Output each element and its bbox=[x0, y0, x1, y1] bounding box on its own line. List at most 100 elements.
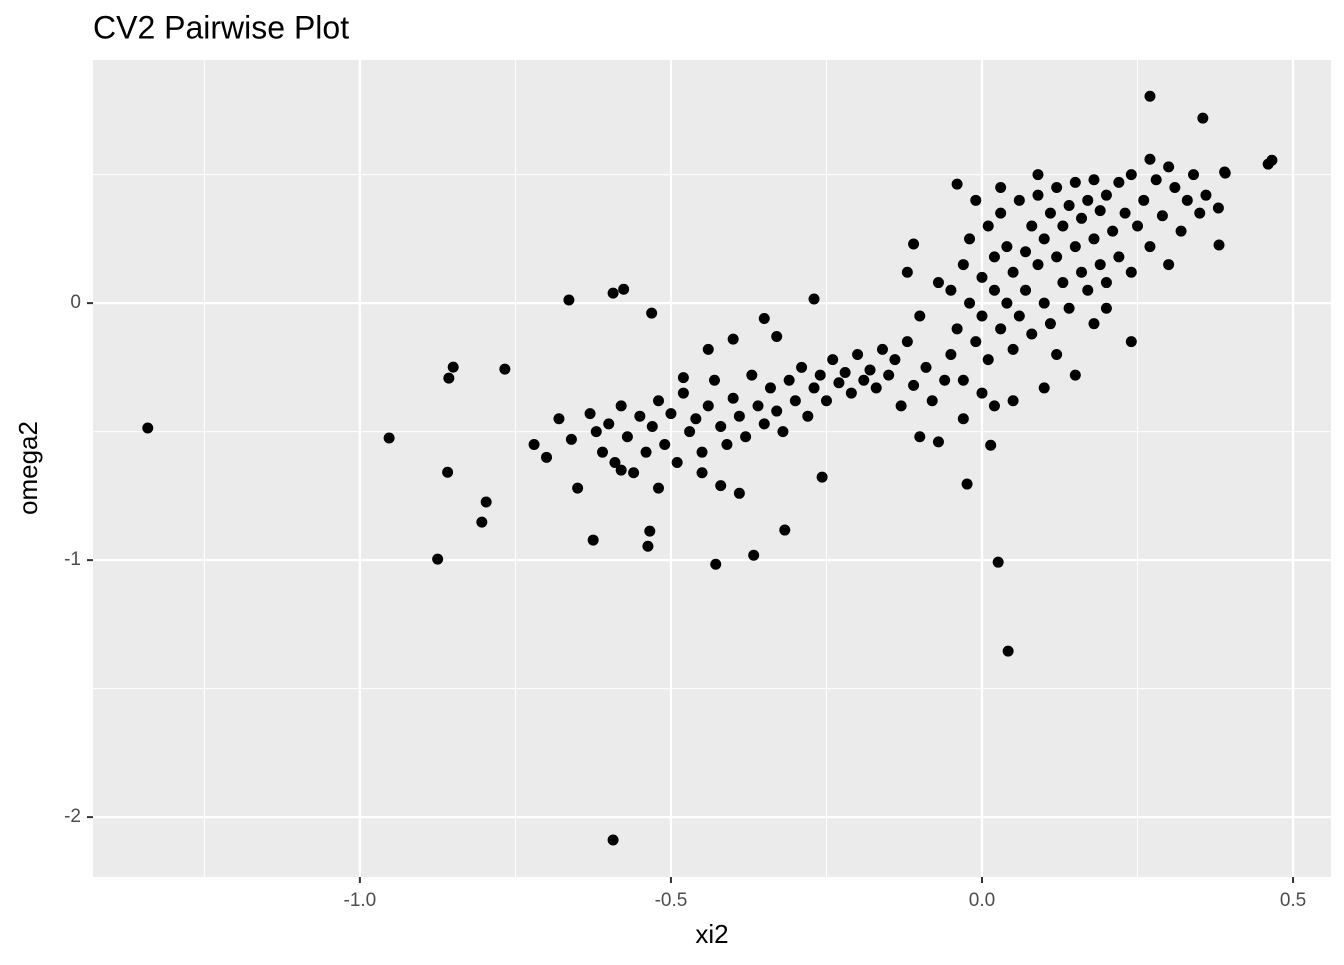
point bbox=[1100, 277, 1112, 289]
x-axis-label: xi2 bbox=[695, 919, 728, 949]
point bbox=[499, 363, 511, 375]
point bbox=[1082, 194, 1094, 206]
point bbox=[926, 395, 938, 407]
point bbox=[690, 413, 702, 425]
point bbox=[746, 369, 758, 381]
point bbox=[1082, 284, 1094, 296]
point bbox=[1100, 189, 1112, 201]
point bbox=[920, 361, 932, 373]
point bbox=[640, 446, 652, 458]
point bbox=[992, 556, 1004, 568]
point bbox=[1132, 220, 1144, 232]
point bbox=[908, 379, 920, 391]
point bbox=[764, 382, 776, 394]
point bbox=[702, 400, 714, 412]
point bbox=[982, 220, 994, 232]
point bbox=[1051, 349, 1063, 361]
point bbox=[1125, 169, 1137, 181]
point bbox=[852, 349, 864, 361]
point bbox=[652, 395, 664, 407]
point bbox=[771, 405, 783, 417]
point bbox=[442, 466, 454, 478]
point bbox=[1088, 318, 1100, 330]
point bbox=[597, 446, 609, 458]
point bbox=[671, 456, 683, 468]
point bbox=[603, 418, 615, 430]
point bbox=[889, 354, 901, 366]
point bbox=[1038, 382, 1050, 394]
point bbox=[590, 426, 602, 438]
point bbox=[970, 194, 982, 206]
point bbox=[652, 482, 664, 494]
point bbox=[908, 238, 920, 250]
point bbox=[684, 426, 696, 438]
point bbox=[1044, 318, 1056, 330]
point bbox=[1007, 395, 1019, 407]
point bbox=[752, 400, 764, 412]
point bbox=[1113, 176, 1125, 188]
point bbox=[1175, 225, 1187, 237]
point bbox=[541, 451, 553, 463]
point bbox=[528, 438, 540, 450]
point bbox=[476, 516, 488, 528]
point bbox=[1138, 194, 1150, 206]
point bbox=[957, 259, 969, 271]
point bbox=[480, 496, 492, 508]
point bbox=[646, 307, 658, 319]
point bbox=[1144, 241, 1156, 253]
point bbox=[895, 400, 907, 412]
point bbox=[721, 438, 733, 450]
point bbox=[876, 343, 888, 355]
point bbox=[644, 525, 656, 537]
point bbox=[932, 436, 944, 448]
point bbox=[609, 456, 621, 468]
point bbox=[634, 410, 646, 422]
point bbox=[727, 392, 739, 404]
point bbox=[621, 431, 633, 443]
point bbox=[1076, 212, 1088, 224]
point bbox=[1219, 166, 1231, 178]
y-axis-label: omega2 bbox=[13, 421, 43, 515]
point bbox=[1038, 233, 1050, 245]
point bbox=[1262, 158, 1274, 170]
point bbox=[443, 372, 455, 384]
point bbox=[1007, 266, 1019, 278]
point bbox=[553, 413, 565, 425]
point bbox=[1038, 297, 1050, 309]
point bbox=[1213, 239, 1225, 251]
point bbox=[1156, 210, 1168, 222]
point bbox=[1100, 302, 1112, 314]
point bbox=[646, 420, 658, 432]
point bbox=[1169, 181, 1181, 193]
point bbox=[932, 277, 944, 289]
point bbox=[1163, 161, 1175, 173]
point bbox=[665, 408, 677, 420]
point bbox=[858, 374, 870, 386]
point bbox=[985, 439, 997, 451]
point bbox=[789, 395, 801, 407]
point bbox=[1001, 241, 1013, 253]
point bbox=[758, 418, 770, 430]
point bbox=[1069, 176, 1081, 188]
point bbox=[615, 464, 627, 476]
point bbox=[827, 354, 839, 366]
point bbox=[696, 467, 708, 479]
point bbox=[628, 467, 640, 479]
point bbox=[733, 487, 745, 499]
point bbox=[618, 283, 630, 295]
point bbox=[1197, 112, 1209, 124]
y-tick-label: -1 bbox=[64, 549, 81, 570]
point bbox=[677, 372, 689, 384]
point bbox=[957, 374, 969, 386]
point bbox=[758, 313, 770, 325]
point bbox=[995, 323, 1007, 335]
point bbox=[939, 374, 951, 386]
point bbox=[1163, 259, 1175, 271]
point bbox=[845, 387, 857, 399]
point bbox=[1200, 189, 1212, 201]
point bbox=[1150, 174, 1162, 186]
point bbox=[808, 382, 820, 394]
point bbox=[383, 432, 395, 444]
point bbox=[961, 478, 973, 490]
